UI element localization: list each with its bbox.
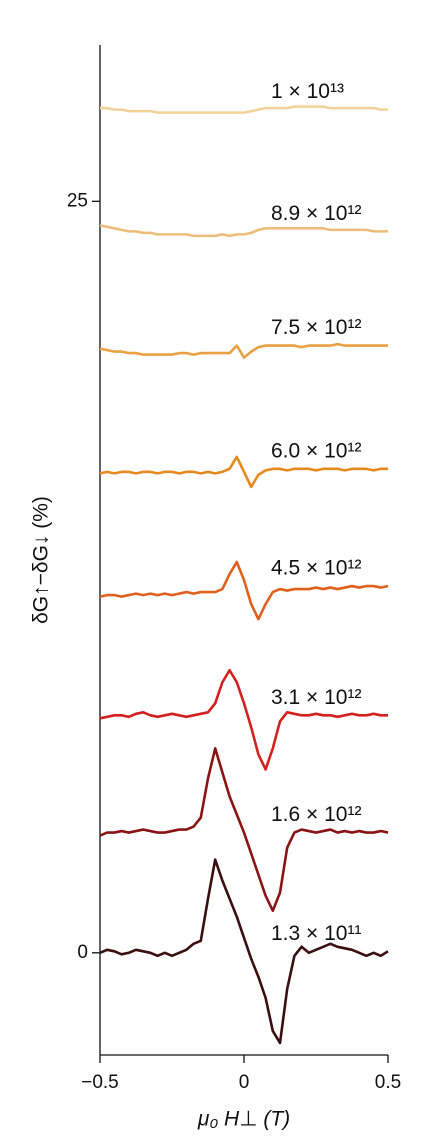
series-line — [99, 455, 388, 489]
series-line — [99, 668, 388, 771]
series-line — [99, 747, 389, 913]
y-axis-title: δG↑−δG↓ (%) — [30, 496, 53, 624]
series-line — [99, 560, 389, 621]
x-axis-title: μ₀ H⊥ (T) — [197, 1108, 290, 1131]
x-tick-label: 0 — [239, 1072, 250, 1093]
series-line — [99, 858, 389, 1045]
series-label: 1.3 × 10¹¹ — [271, 922, 361, 945]
x-tick-label: −0.5 — [81, 1072, 119, 1093]
series-line — [99, 224, 388, 238]
x-tick-label: 0.5 — [375, 1072, 401, 1093]
series-label: 4.5 × 10¹² — [271, 557, 361, 580]
y-tick-label: 0 — [77, 942, 88, 963]
series-label: 3.1 × 10¹² — [271, 686, 361, 709]
series-label: 7.5 × 10¹² — [271, 316, 361, 339]
series-line — [99, 342, 388, 359]
series-label: 1.6 × 10¹² — [271, 803, 361, 826]
series-label: 6.0 × 10¹² — [271, 439, 361, 462]
y-tick-label: 25 — [67, 190, 88, 211]
series-label: 8.9 × 10¹² — [271, 202, 361, 225]
series-line — [100, 105, 388, 114]
series-label: 1 × 10¹³ — [271, 80, 344, 103]
